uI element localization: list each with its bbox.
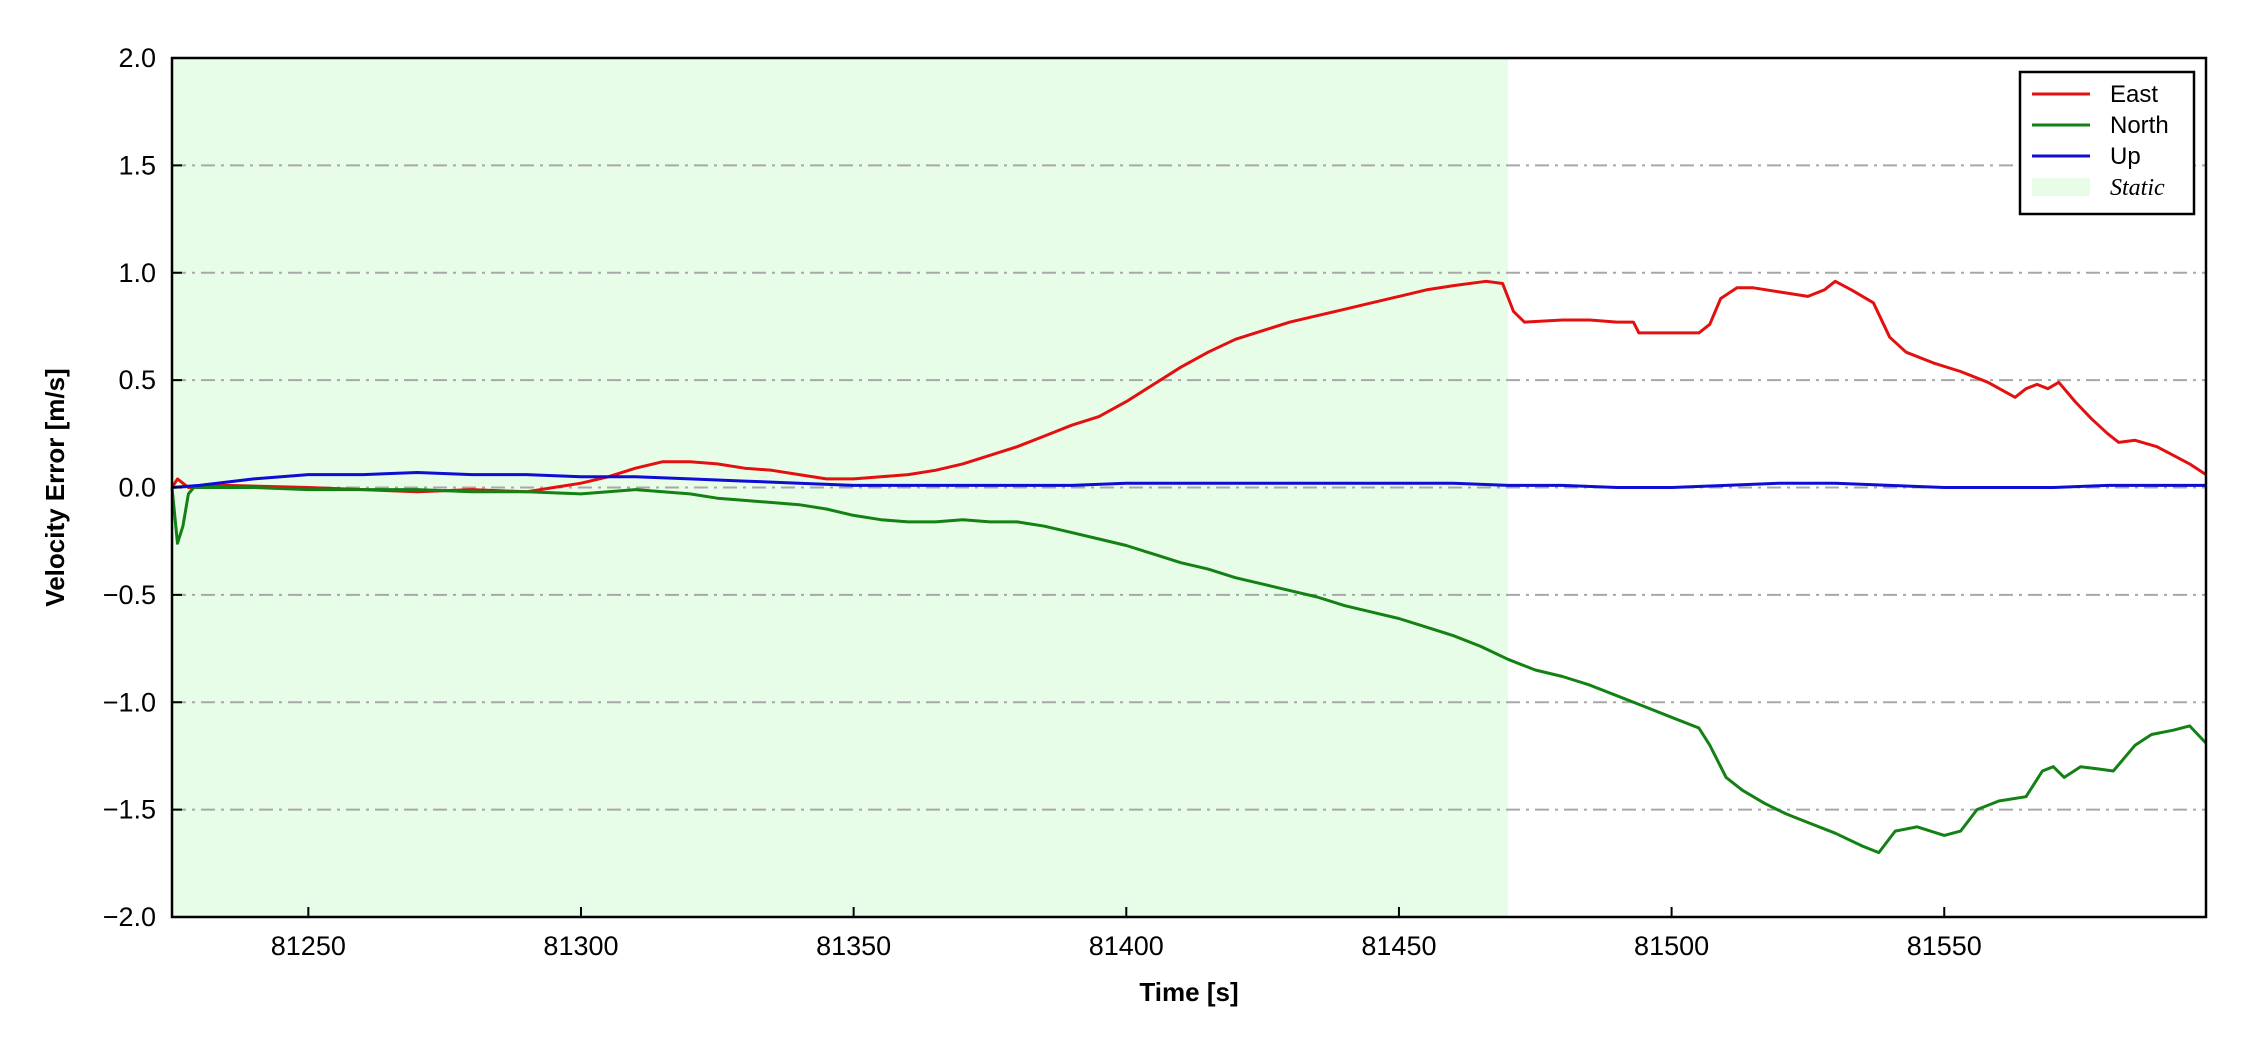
y-tick-label-1: −1.5	[103, 795, 156, 825]
x-tick-label-3: 81400	[1089, 931, 1164, 961]
x-tick-label-2: 81350	[816, 931, 891, 961]
legend: East North Up Static	[2018, 70, 2196, 216]
y-tick-label-0: −2.0	[103, 902, 156, 932]
series-layer	[170, 279, 2208, 855]
y-tick-label-3: −0.5	[103, 580, 156, 610]
x-axis-title: Time [s]	[1139, 977, 1238, 1007]
gridlines	[172, 164, 2206, 811]
y-tick-label-7: 1.5	[118, 150, 156, 180]
y-tick-label-5: 0.5	[118, 365, 156, 395]
y-tick-label-8: 2.0	[118, 43, 156, 73]
y-tick-label-2: −1.0	[103, 687, 156, 717]
legend-swatch-static	[2032, 178, 2090, 196]
x-tick-label-0: 81250	[271, 931, 346, 961]
x-tick-label-1: 81300	[543, 931, 618, 961]
legend-label-north: North	[2110, 112, 2169, 139]
y-tick-label-4: 0.0	[118, 473, 156, 503]
series-line-east	[170, 279, 2207, 494]
y-axis-title: Velocity Error [m/s]	[40, 368, 70, 606]
axis-ticks: 81250 81300 81350 81400 81450 81500 81550 −2.0 −…	[103, 43, 1982, 961]
x-tick-label-6: 81550	[1907, 931, 1982, 961]
series-line-north	[170, 486, 2208, 855]
legend-label-up: Up	[2110, 143, 2141, 170]
x-tick-label-5: 81500	[1634, 931, 1709, 961]
legend-label-static: Static	[2110, 175, 2165, 201]
legend-label-east: East	[2110, 81, 2158, 108]
series-line-up	[171, 471, 2206, 489]
y-tick-label-6: 1.0	[118, 258, 156, 288]
x-tick-label-4: 81450	[1361, 931, 1436, 961]
